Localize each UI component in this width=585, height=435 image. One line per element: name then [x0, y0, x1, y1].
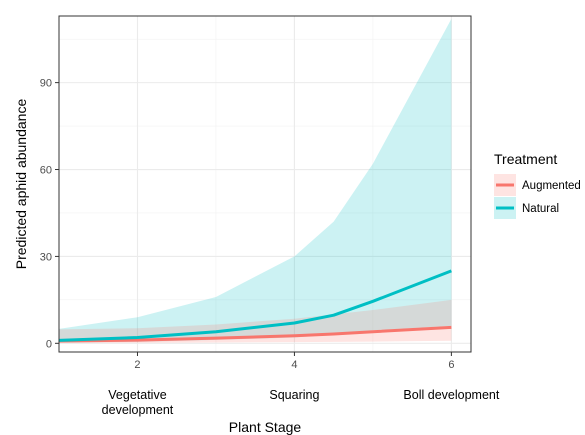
plant-stage-label-line: Boll development	[403, 388, 499, 402]
y-tick-label: 30	[40, 251, 52, 263]
legend-items: Augmented Natural	[494, 174, 581, 219]
legend-label-natural: Natural	[522, 203, 559, 215]
plant-stage-label-line: Squaring	[269, 388, 319, 402]
plant-stage-label: Squaring	[269, 388, 319, 402]
plot-panel-background	[59, 16, 471, 352]
legend-label-augmented: Augmented	[522, 180, 581, 192]
x-axis-title: Plant Stage	[229, 419, 302, 435]
x-tick-label: 2	[134, 359, 140, 371]
plant-stage-label: Boll development	[403, 388, 499, 402]
legend: Treatment Augmented Natural	[494, 151, 581, 219]
grid	[58, 16, 471, 352]
plant-stage-label-line: development	[102, 403, 174, 417]
x-tick-label: 6	[448, 359, 454, 371]
y-axis-title: Predicted aphid abundance	[13, 99, 29, 270]
plant-stage-label-line: Vegetative	[108, 388, 166, 402]
y-tick-label: 0	[46, 338, 52, 350]
x-tick-label: 4	[291, 359, 297, 371]
plot-panel-border	[58, 15, 472, 353]
legend-title: Treatment	[494, 151, 557, 167]
line-augmented	[58, 325, 452, 343]
plant-stage-labels: Vegetative development Squaring Boll develo…	[102, 388, 500, 417]
line-natural	[58, 269, 452, 342]
series-lines	[58, 269, 452, 343]
y-tick-label: 90	[40, 78, 52, 90]
y-tick-label: 60	[40, 165, 52, 177]
ribbon-natural	[59, 18, 452, 343]
plant-stage-label: Vegetative development	[102, 388, 174, 417]
